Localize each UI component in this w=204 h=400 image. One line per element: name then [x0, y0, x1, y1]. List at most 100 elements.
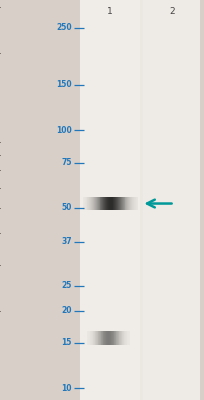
Bar: [143, 0, 199, 400]
Bar: [127, 197, 128, 210]
Bar: [101, 331, 102, 345]
Bar: [101, 197, 102, 210]
Bar: [136, 197, 137, 210]
Bar: [135, 197, 136, 210]
Text: 250: 250: [56, 23, 71, 32]
Text: 100: 100: [56, 126, 71, 135]
Bar: [130, 197, 131, 210]
Bar: [89, 197, 90, 210]
Bar: [127, 331, 128, 345]
Text: 2: 2: [168, 6, 174, 16]
Bar: [134, 197, 135, 210]
Bar: [92, 197, 93, 210]
Text: 75: 75: [61, 158, 71, 167]
Bar: [83, 197, 84, 210]
Bar: [129, 197, 130, 210]
Text: 50: 50: [61, 204, 71, 212]
Bar: [123, 197, 124, 210]
Bar: [88, 331, 89, 345]
Bar: [111, 331, 112, 345]
Text: 1: 1: [107, 6, 113, 16]
Bar: [88, 197, 89, 210]
Bar: [95, 331, 96, 345]
Bar: [109, 197, 110, 210]
Bar: [86, 197, 87, 210]
Bar: [97, 331, 98, 345]
Bar: [120, 197, 121, 210]
Bar: [80, 0, 140, 400]
Bar: [98, 331, 99, 345]
Bar: [110, 197, 111, 210]
Bar: [97, 197, 98, 210]
Bar: [114, 331, 115, 345]
Bar: [113, 197, 114, 210]
Bar: [132, 197, 133, 210]
Bar: [105, 197, 106, 210]
Bar: [96, 197, 97, 210]
Bar: [119, 331, 120, 345]
Bar: [99, 331, 100, 345]
Bar: [125, 197, 126, 210]
Bar: [94, 197, 95, 210]
Bar: [87, 197, 88, 210]
Bar: [108, 197, 109, 210]
Bar: [106, 197, 107, 210]
Bar: [118, 331, 119, 345]
Bar: [111, 197, 112, 210]
Bar: [137, 197, 138, 210]
Bar: [93, 197, 94, 210]
Bar: [128, 331, 129, 345]
Bar: [123, 331, 124, 345]
Bar: [119, 197, 120, 210]
Bar: [96, 331, 97, 345]
Bar: [122, 331, 123, 345]
Bar: [80, 0, 199, 400]
Bar: [121, 331, 122, 345]
Bar: [91, 331, 92, 345]
Bar: [109, 331, 110, 345]
Bar: [125, 331, 126, 345]
Bar: [98, 197, 99, 210]
Bar: [91, 197, 92, 210]
Bar: [105, 331, 106, 345]
Bar: [124, 331, 125, 345]
Bar: [116, 331, 117, 345]
Bar: [100, 331, 101, 345]
Bar: [110, 331, 111, 345]
Bar: [93, 331, 94, 345]
Bar: [82, 197, 83, 210]
Bar: [121, 197, 122, 210]
Bar: [133, 197, 134, 210]
Bar: [106, 331, 107, 345]
Bar: [89, 331, 90, 345]
Text: 20: 20: [61, 306, 71, 315]
Bar: [90, 331, 91, 345]
Bar: [86, 331, 87, 345]
Bar: [85, 197, 86, 210]
Bar: [104, 197, 105, 210]
Bar: [128, 197, 129, 210]
Bar: [102, 331, 103, 345]
Bar: [107, 197, 108, 210]
Bar: [90, 197, 91, 210]
Bar: [95, 197, 96, 210]
Bar: [120, 331, 121, 345]
Bar: [104, 331, 105, 345]
Bar: [116, 197, 118, 210]
Bar: [113, 331, 114, 345]
Bar: [92, 331, 93, 345]
Bar: [107, 331, 108, 345]
Bar: [131, 197, 132, 210]
Text: 37: 37: [61, 237, 71, 246]
Text: 150: 150: [56, 80, 71, 89]
Bar: [108, 331, 109, 345]
Bar: [94, 331, 95, 345]
Bar: [118, 197, 119, 210]
Text: 25: 25: [61, 281, 71, 290]
Bar: [126, 197, 127, 210]
Text: 15: 15: [61, 338, 71, 347]
Bar: [115, 331, 116, 345]
Bar: [84, 197, 85, 210]
Bar: [129, 331, 130, 345]
Bar: [99, 197, 100, 210]
